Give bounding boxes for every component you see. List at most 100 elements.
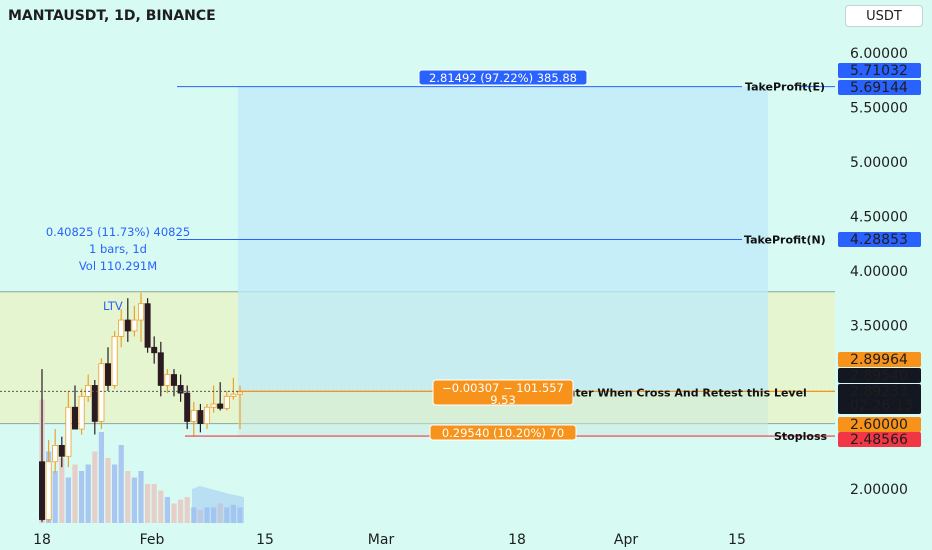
candle-body	[91, 385, 98, 422]
volume-bar	[164, 497, 170, 523]
candle-body	[137, 303, 144, 321]
target-box[interactable]: 2.81492 (97.22%) 385.88	[418, 69, 588, 86]
candle	[45, 439, 52, 522]
y-tick-label: 3.50000	[850, 319, 908, 335]
volume-bar	[105, 458, 111, 523]
stop-box-bg	[429, 424, 577, 441]
y-tick-label: 6.00000	[850, 46, 908, 62]
candle-body	[223, 395, 230, 409]
price-tag-value: 4.28853	[850, 232, 908, 248]
price-tag-value: 2.89233	[850, 384, 908, 400]
price-tag-bg	[838, 368, 921, 383]
price-tag: 2.89540	[838, 368, 921, 384]
candle	[184, 385, 191, 430]
candle-body	[157, 352, 164, 386]
candle-body	[184, 392, 191, 422]
price-tag-bg	[838, 80, 921, 95]
x-tick-label: 18	[33, 532, 51, 548]
volume-bar	[112, 464, 118, 523]
stoploss-label: Stoploss	[774, 430, 827, 443]
candle-body	[203, 406, 210, 425]
candle	[137, 292, 144, 342]
candle-body	[144, 303, 151, 348]
volume-bar	[184, 497, 190, 523]
candle	[98, 358, 105, 430]
measure-2: 1 bars, 1d	[89, 242, 147, 256]
price-tag: 5.71032	[838, 63, 921, 79]
entry-box-text: 9.53	[490, 393, 516, 407]
candle-body	[217, 403, 224, 409]
volume-bar	[52, 471, 58, 523]
price-tag-bg	[838, 63, 921, 78]
target-box-bg	[418, 69, 588, 86]
price-tag-value: 2.89540	[850, 368, 908, 384]
entry-label: Enter When Cross And Retest this Level	[560, 386, 807, 399]
x-tick-label: Apr	[614, 532, 638, 548]
price-tag-bg	[838, 352, 921, 367]
candle	[65, 390, 72, 468]
currency-button[interactable]: USDT	[845, 5, 923, 27]
price-tag: 2.48566	[838, 432, 921, 448]
price-tag: 2.89964	[838, 352, 921, 368]
takeprofit-n-label: TakeProfit(N)	[744, 234, 826, 247]
candle	[210, 385, 217, 413]
volume-bar	[98, 432, 104, 523]
volume-bar	[92, 451, 98, 523]
x-tick-label: Feb	[140, 532, 165, 548]
candle	[124, 298, 131, 342]
price-tag-value: 2.89964	[850, 352, 908, 368]
candle-body	[85, 385, 92, 397]
x-tick-label: 15	[256, 532, 274, 548]
profit-zone	[238, 86, 768, 392]
x-tick-label: 18	[508, 532, 526, 548]
candle	[85, 374, 92, 402]
price-tag-value: 2.60000	[850, 417, 908, 433]
candlesticks	[39, 292, 243, 522]
price-tag-bg	[838, 432, 921, 447]
candle	[52, 429, 59, 473]
price-tag-countdown: 02:26:13	[850, 398, 913, 414]
volume-bar	[72, 464, 78, 523]
volume-bar	[158, 490, 164, 523]
stop-box[interactable]: 0.29540 (10.20%) 70	[429, 424, 577, 441]
candle-body	[52, 444, 59, 463]
volume-bar	[79, 471, 85, 523]
candle	[111, 330, 118, 389]
candle	[72, 385, 79, 430]
volume-bar	[131, 477, 137, 523]
candle	[144, 298, 151, 353]
volume-bar	[65, 477, 71, 523]
volume-bar	[178, 499, 184, 523]
candle	[164, 369, 171, 394]
entry-box-text: −0.00307 − 101.557	[442, 381, 564, 395]
candle	[203, 403, 210, 430]
chart-title: MANTAUSDT, 1D, BINANCE	[8, 8, 216, 24]
candle	[78, 388, 85, 435]
volume-ma-area	[192, 486, 244, 523]
volume-bar	[138, 471, 144, 523]
price-tag: 2.60000	[838, 417, 921, 433]
time-axis: 18 Feb 15 Mar 18 Apr 15	[33, 532, 746, 548]
x-tick-label: 15	[728, 532, 746, 548]
candle-body	[39, 461, 46, 520]
candle-body	[190, 410, 197, 422]
y-tick-label: 4.00000	[850, 264, 908, 280]
candle-body	[98, 363, 105, 422]
candle-body	[65, 406, 72, 457]
candle	[177, 374, 184, 402]
volume-bar	[125, 471, 131, 523]
price-tag: 5.69144	[838, 80, 921, 96]
price-axis: 6.00000 5.50000 5.00000 4.50000 4.00000 3.500…	[850, 46, 908, 498]
volume-bar	[145, 484, 151, 523]
candle-body	[58, 444, 65, 457]
candle	[217, 382, 224, 411]
candle	[157, 341, 164, 397]
candle-body	[197, 410, 204, 424]
price-tag-value: 2.48566	[850, 432, 908, 448]
candle	[190, 401, 197, 437]
volume-bar	[151, 484, 157, 523]
